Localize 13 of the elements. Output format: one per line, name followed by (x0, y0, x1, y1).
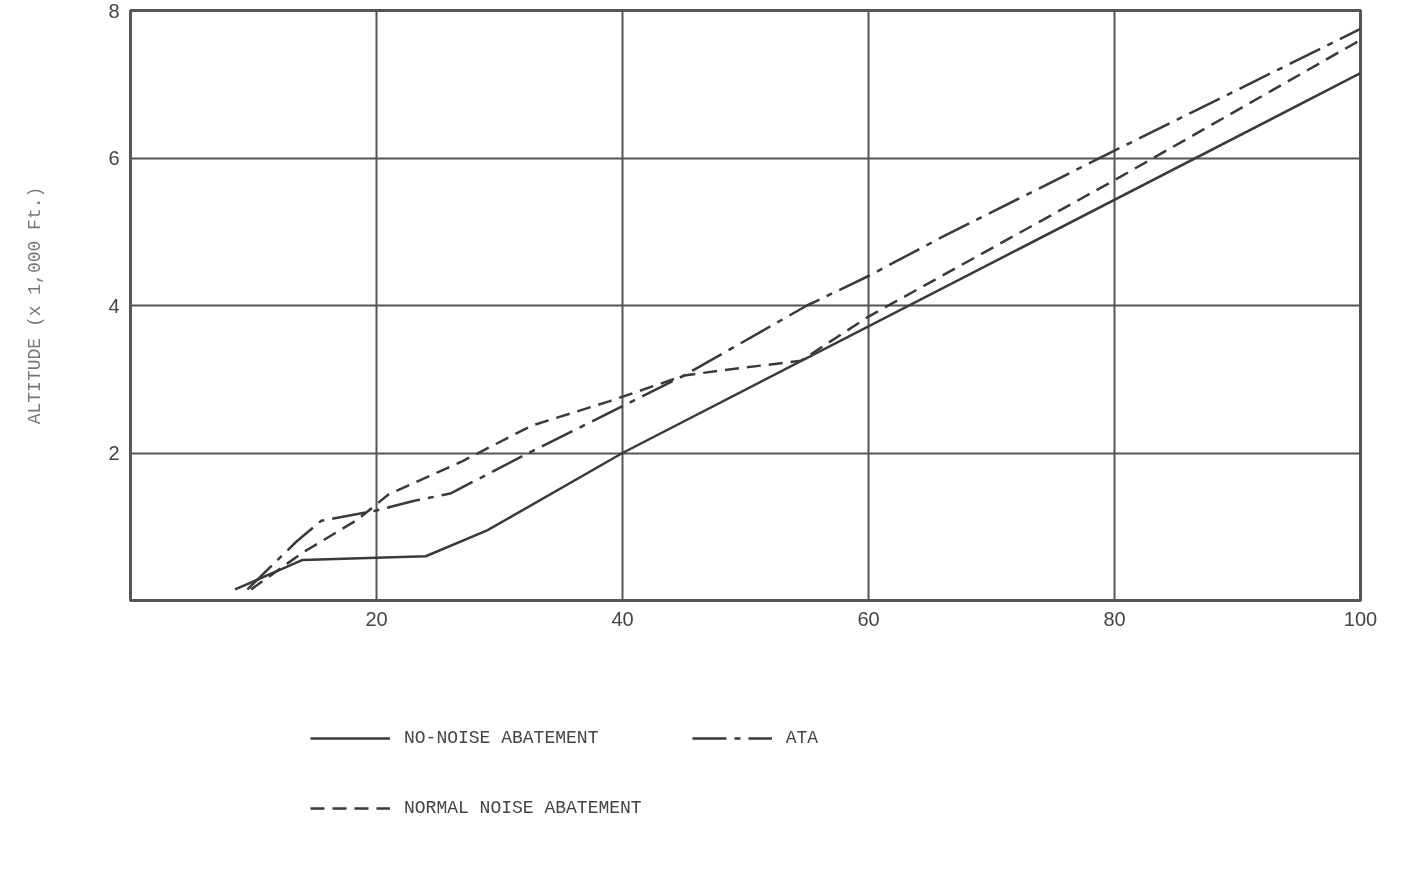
x-tick-label: 100 (1343, 607, 1378, 630)
legend-label: NORMAL NOISE ABATEMENT (404, 798, 642, 818)
y-tick-label: 4 (108, 294, 120, 317)
x-tick-label: 80 (1103, 607, 1126, 630)
legend-label: ATA (785, 728, 819, 748)
x-tick-label: 60 (857, 607, 880, 630)
legend-label: NO-NOISE ABATEMENT (404, 728, 599, 748)
y-tick-label: 6 (108, 147, 120, 169)
y-axis-title: ALTITUDE (x 1,000 Ft.) (25, 186, 46, 425)
y-tick-label: 8 (108, 0, 120, 22)
y-tick-label: 2 (108, 442, 120, 464)
x-tick-label: 20 (365, 607, 388, 630)
x-tick-label: 40 (611, 607, 634, 630)
